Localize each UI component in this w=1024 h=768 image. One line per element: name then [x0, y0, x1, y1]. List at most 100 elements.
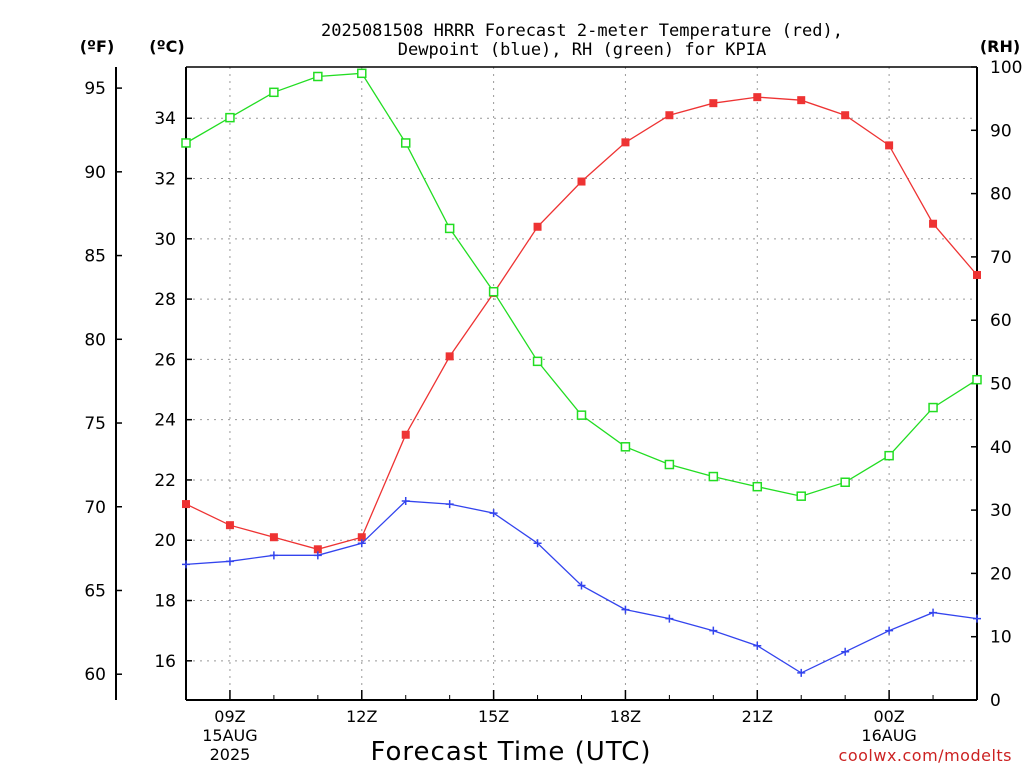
x-tick-date-label: 16AUG	[861, 726, 916, 745]
rh-point	[796, 491, 806, 501]
x-tick-label: 12Z	[346, 707, 377, 726]
celsius-tick-label: 20	[154, 531, 176, 551]
rh-point	[532, 356, 543, 367]
temperature-point	[401, 430, 410, 439]
temperature-point	[973, 270, 981, 279]
temperature-point	[885, 141, 894, 150]
data-series	[181, 68, 982, 677]
dewpoint-point	[753, 641, 762, 650]
temperature-point	[797, 96, 806, 105]
rh-tick-label: 10	[990, 628, 1012, 648]
celsius-tick-label: 24	[154, 411, 176, 431]
rh-point	[357, 68, 367, 79]
rh-point	[313, 71, 323, 82]
x-tick-date-label: 15AUG	[202, 726, 257, 745]
celsius-tick-label: 16	[154, 652, 176, 672]
rh-tick-label: 90	[990, 121, 1012, 141]
temperature-point	[929, 219, 938, 228]
temperature-point	[445, 352, 454, 361]
temperature-point	[269, 533, 278, 542]
temperature-point	[577, 177, 586, 186]
x-tick-label: 18Z	[610, 707, 641, 726]
celsius-tick-label: 32	[154, 170, 176, 190]
rh-point	[620, 442, 631, 452]
dewpoint-point	[577, 581, 586, 590]
rh-point	[972, 374, 982, 385]
chart-title-line2: Dewpoint (blue), RH (green) for KPIA	[398, 40, 766, 60]
dewpoint-point	[401, 497, 410, 506]
dewpoint-point	[841, 647, 850, 656]
dewpoint-point	[357, 539, 366, 548]
rh-point	[225, 112, 235, 123]
rh-point	[269, 87, 279, 98]
x-axis-label: Forecast Time (UTC)	[370, 737, 651, 767]
axes: 60 65 70 75 80 85 90 95 16 18 20 22 24 26 28 30 32 34 0 10 2…	[84, 58, 1022, 764]
rh-point	[181, 138, 191, 148]
temperature-point	[182, 500, 190, 509]
fahrenheit-tick-label: 70	[84, 498, 106, 518]
dewpoint-point	[973, 614, 981, 623]
temperature-point	[225, 521, 234, 530]
fahrenheit-tick-label: 90	[84, 163, 106, 183]
fahrenheit-tick-label: 85	[84, 247, 106, 267]
celsius-tick-label: 34	[154, 109, 176, 129]
dewpoint-point	[313, 551, 322, 560]
rh-tick-label: 60	[990, 311, 1012, 331]
rh-tick-label: 30	[990, 501, 1012, 521]
rh-point	[400, 138, 411, 148]
rh-point	[840, 477, 850, 487]
rh-tick-label: 50	[990, 375, 1012, 395]
rh-point	[664, 459, 675, 470]
temperature-point	[313, 545, 322, 554]
dewpoint-point	[797, 668, 806, 677]
celsius-tick-label: 18	[154, 592, 176, 612]
dewpoint-point	[929, 608, 938, 617]
rh-unit-label: (RH)	[980, 37, 1020, 56]
x-tick-year-label: 2025	[210, 745, 251, 764]
temperature-point	[709, 99, 718, 108]
celsius-unit-label: (ºC)	[149, 37, 184, 56]
dewpoint-point	[489, 509, 498, 518]
rh-point	[576, 410, 587, 420]
fahrenheit-tick-label: 95	[84, 79, 106, 99]
fahrenheit-unit-label: (ºF)	[80, 37, 115, 56]
celsius-tick-label: 28	[154, 290, 176, 310]
rh-point	[928, 402, 938, 413]
dewpoint-point	[709, 626, 718, 635]
chart-title-line1: 2025081508 HRRR Forecast 2-meter Tempera…	[321, 21, 843, 41]
grid-lines	[186, 67, 977, 700]
temperature-point	[357, 533, 366, 542]
rh-tick-label: 40	[990, 438, 1012, 458]
x-tick-label: 21Z	[742, 707, 773, 726]
rh-tick-label: 20	[990, 564, 1012, 584]
temperature-point	[533, 222, 542, 231]
dewpoint-point	[533, 539, 542, 548]
temperature-point	[841, 111, 850, 120]
rh-point	[488, 286, 499, 297]
rh-point	[444, 223, 455, 234]
x-tick-label: 09Z	[214, 707, 245, 726]
celsius-tick-label: 22	[154, 471, 176, 491]
dewpoint-point	[445, 500, 454, 509]
dewpoint-point	[269, 551, 278, 560]
rh-tick-label: 80	[990, 185, 1012, 205]
rh-tick-label: 100	[990, 58, 1022, 78]
rh-point	[884, 450, 894, 461]
temperature-line	[185, 96, 978, 550]
celsius-tick-label: 26	[154, 350, 176, 370]
x-tick-label: 15Z	[478, 707, 509, 726]
celsius-tick-label: 30	[154, 230, 176, 250]
dewpoint-point	[225, 557, 234, 566]
fahrenheit-tick-label: 75	[84, 414, 106, 434]
rh-tick-label: 0	[990, 691, 1001, 711]
x-tick-label: 00Z	[873, 707, 904, 726]
rh-point	[708, 471, 719, 482]
credit-text: coolwx.com/modelts	[839, 746, 1012, 765]
fahrenheit-tick-label: 65	[84, 581, 106, 601]
fahrenheit-tick-label: 60	[84, 665, 106, 685]
rh-line	[185, 72, 978, 497]
dewpoint-point	[665, 614, 674, 623]
dewpoint-point	[182, 560, 190, 569]
temperature-point	[665, 111, 674, 120]
